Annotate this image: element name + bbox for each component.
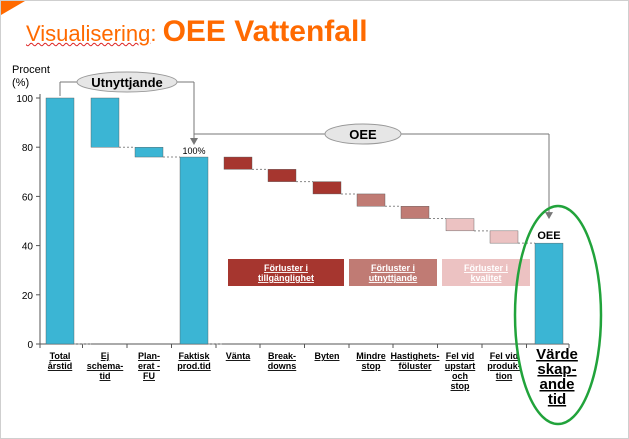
oee-callout bbox=[324, 123, 402, 145]
bar bbox=[489, 230, 519, 244]
bar bbox=[267, 169, 297, 182]
x-tick-label: tion bbox=[496, 371, 513, 381]
x-tick-label: skap- bbox=[537, 361, 576, 378]
faktisk-percent-label: 100% bbox=[182, 146, 205, 156]
bar bbox=[312, 181, 342, 195]
legend-label: utnyttjande bbox=[369, 273, 418, 283]
x-tick-label: årstid bbox=[48, 361, 73, 371]
x-tick-label: Mindre bbox=[356, 351, 386, 361]
oee-arrowhead bbox=[545, 212, 553, 220]
x-tick-label: ande bbox=[539, 376, 574, 393]
utnyttjande-label: Utnyttjande bbox=[91, 75, 163, 90]
bar bbox=[45, 97, 75, 345]
y-tick-label: 0 bbox=[27, 340, 33, 351]
x-tick-label: schema- bbox=[87, 361, 124, 371]
x-tick-label: produk- bbox=[487, 361, 521, 371]
x-tick-label: och bbox=[452, 371, 468, 381]
x-tick-label: Fel vid bbox=[490, 351, 519, 361]
x-tick-label: tid bbox=[100, 371, 111, 381]
legend-box bbox=[349, 259, 437, 286]
bars bbox=[45, 97, 564, 345]
legend-label: Förluster i bbox=[371, 263, 415, 273]
y-tick-label: 20 bbox=[22, 291, 34, 302]
bar bbox=[134, 146, 164, 158]
y-axis-title-line2: (%) bbox=[12, 77, 29, 89]
x-tick-label: Total bbox=[50, 351, 71, 361]
x-tick-label: Värde bbox=[536, 346, 578, 363]
y-tick-labels: 0 20 40 60 80 100 Procent(%) bbox=[12, 64, 50, 351]
bar-connectors bbox=[74, 146, 535, 345]
bar bbox=[445, 218, 475, 232]
x-tick-label: Fel vid bbox=[446, 351, 475, 361]
oee-label: OEE bbox=[349, 127, 377, 142]
title-prefix: Visualisering bbox=[26, 21, 151, 46]
bar bbox=[223, 156, 253, 170]
y-tick-label: 60 bbox=[22, 192, 34, 203]
legend-label: tillgänglighet bbox=[258, 273, 314, 283]
legend-box bbox=[442, 259, 530, 286]
bar bbox=[400, 206, 430, 219]
x-tick-label: Faktisk bbox=[178, 351, 210, 361]
x-tick-label: Ej bbox=[101, 351, 110, 361]
y-axis-title-line1: Procent bbox=[12, 64, 50, 76]
utnyttjande-arrowhead bbox=[190, 138, 198, 146]
chart-axes bbox=[36, 94, 570, 348]
x-tick-label: stop bbox=[451, 381, 471, 391]
oee-bar-label: OEE bbox=[537, 230, 560, 242]
y-tick-label: 80 bbox=[22, 143, 34, 154]
bar bbox=[179, 156, 209, 345]
title-colon: : bbox=[150, 21, 163, 46]
bar bbox=[90, 97, 120, 148]
legend-label: Förluster i bbox=[264, 263, 308, 273]
x-tick-label: erat - bbox=[138, 361, 160, 371]
x-tick-label: Hastighets- bbox=[390, 351, 439, 361]
legend-label: Förluster i bbox=[464, 263, 508, 273]
annotations: Utnyttjande 100% OEE OEE bbox=[59, 71, 561, 242]
legend-box bbox=[228, 259, 344, 286]
x-tick-label: FU bbox=[143, 371, 155, 381]
x-tick-label: föluster bbox=[398, 361, 432, 371]
bar bbox=[356, 193, 386, 207]
x-tick-label: tid bbox=[548, 391, 566, 408]
x-tick-label: prod.tid bbox=[177, 361, 211, 371]
x-tick-label: downs bbox=[268, 361, 297, 371]
x-tick-label: Byten bbox=[314, 351, 339, 361]
legend-label: kvalitet bbox=[470, 273, 501, 283]
bar bbox=[534, 242, 564, 345]
x-tick-label: Break- bbox=[268, 351, 296, 361]
x-tick-label: stop bbox=[362, 361, 382, 371]
y-tick-label: 100 bbox=[16, 94, 33, 105]
title-main: OEE Vattenfall bbox=[162, 15, 368, 48]
slide-title: Visualisering: OEE Vattenfall bbox=[26, 15, 368, 49]
x-tick-label: upstart bbox=[445, 361, 476, 371]
x-tick-label: Vänta bbox=[226, 351, 252, 361]
highlight bbox=[513, 204, 603, 426]
highlight-ellipse bbox=[513, 204, 603, 426]
utnyttjande-callout bbox=[76, 71, 178, 93]
y-tick-label: 40 bbox=[22, 242, 34, 253]
x-tick-label: Plan- bbox=[138, 351, 160, 361]
